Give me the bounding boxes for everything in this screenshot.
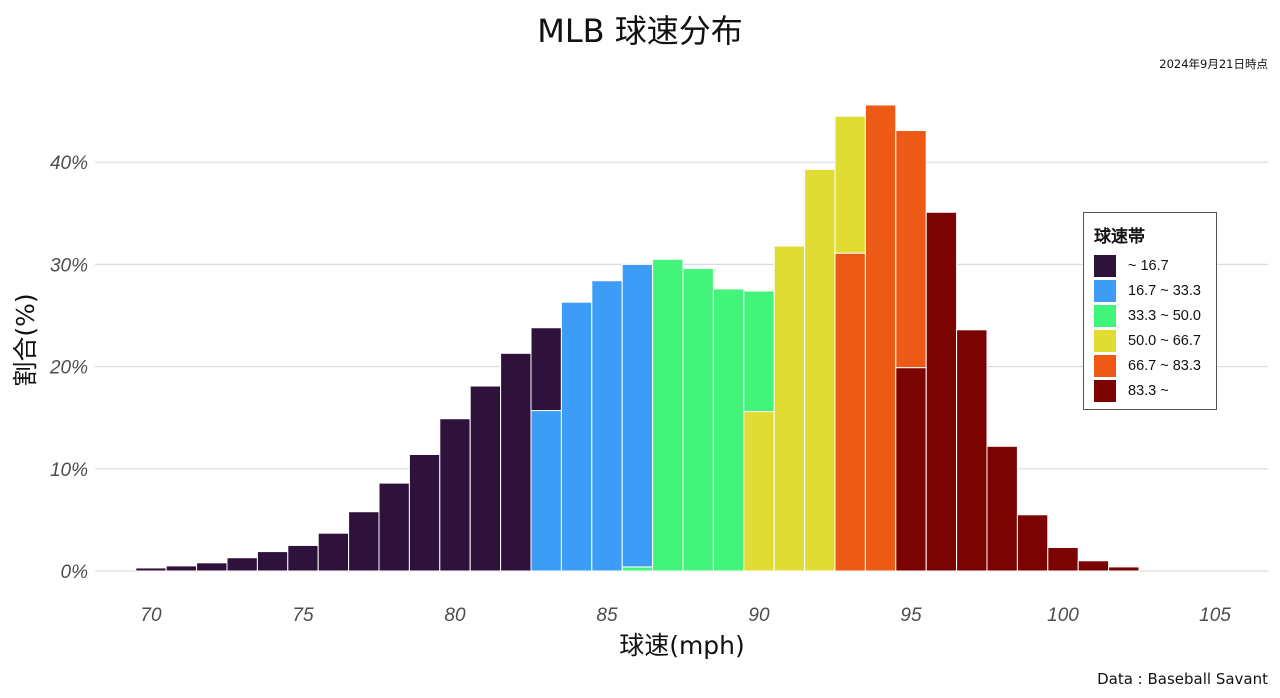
legend-label: 16.7 ~ 33.3 [1128,283,1201,299]
histogram-bar [956,329,988,572]
legend-label: 33.3 ~ 50.0 [1128,308,1201,324]
histogram-bar [1016,514,1049,572]
legend-swatch [1094,355,1116,377]
histogram-bar [469,385,502,572]
chart-title: MLB 球速分布 [537,12,743,50]
histogram-bar [287,544,319,572]
histogram-bar [135,567,167,572]
y-tick-labels: 0% 10% 20% 30% 40% [49,153,88,583]
histogram-bar [408,453,441,572]
legend-swatch [1094,255,1116,277]
as-of-date: 2024年9月21日時点 [1159,57,1268,71]
legend: 球速帯 ~ 16.7 16.7 ~ 33.3 33.3 ~ 50.0 50.0 … [1083,212,1217,410]
legend-label: 83.3 ~ [1128,383,1169,399]
legend-item: 16.7 ~ 33.3 [1094,280,1201,302]
legend-item: 83.3 ~ [1094,380,1169,402]
histogram-bar [500,352,532,572]
histogram-bar [864,104,897,572]
histogram-bar [804,168,836,572]
histogram-bar [773,245,806,572]
histogram-bar [1077,560,1110,572]
histogram-bar [591,280,623,572]
legend-item: 66.7 ~ 83.3 [1094,355,1201,377]
x-tick-label: 70 [140,605,162,626]
legend-item: 50.0 ~ 66.7 [1094,330,1201,352]
histogram-bar [439,418,471,572]
histogram-bar [834,252,866,572]
histogram-bar [378,482,410,572]
histogram-bar [895,130,927,369]
x-tick-label: 75 [292,605,314,626]
y-axis-title: 割合(%) [11,293,40,386]
histogram-bar [986,445,1018,572]
histogram-bar [1108,566,1140,572]
x-tick-label: 90 [748,605,770,626]
histogram-bar [925,211,958,572]
histogram-bar [895,367,927,572]
legend-swatch [1094,280,1116,302]
data-source: Data : Baseball Savant [1097,670,1268,688]
x-axis-title: 球速(mph) [619,631,745,660]
legend-label: 66.7 ~ 83.3 [1128,358,1201,374]
histogram-bar [560,301,593,572]
histogram-bar [743,290,775,413]
y-tick-label: 0% [61,562,89,583]
histogram-bar [226,557,258,572]
histogram-bar [743,411,775,572]
histogram-bar [256,551,289,572]
x-tick-label: 95 [900,605,922,626]
histogram-bar [621,566,654,572]
histogram-bar [165,565,198,572]
x-tick-label: 105 [1199,605,1231,626]
legend-title: 球速帯 [1094,227,1145,247]
y-tick-label: 20% [49,358,88,379]
legend-item: 33.3 ~ 50.0 [1094,305,1201,327]
histogram-bar [530,327,562,412]
legend-swatch [1094,330,1116,352]
histogram-bar [196,562,228,572]
histogram-bar [621,263,654,568]
histogram-bar [317,532,350,572]
legend-label: 50.0 ~ 66.7 [1128,333,1201,349]
legend-swatch [1094,305,1116,327]
x-tick-label: 100 [1047,605,1079,626]
y-tick-label: 30% [50,255,88,276]
histogram-bar [652,258,684,572]
histogram-bar [712,288,745,572]
bars [135,104,1140,572]
x-tick-label: 80 [444,605,466,626]
histogram-bar [530,410,562,572]
legend-item: ~ 16.7 [1094,255,1169,277]
y-tick-label: 40% [50,153,88,174]
histogram-bar [348,511,380,572]
histogram-bar [682,267,714,572]
x-tick-label: 85 [596,605,618,626]
legend-swatch [1094,380,1116,402]
x-tick-labels: 70 75 80 85 90 95 100 105 [140,605,1231,626]
y-tick-label: 10% [50,460,88,481]
histogram-bar [834,115,866,254]
legend-label: ~ 16.7 [1128,258,1169,274]
histogram-bar [1047,546,1079,572]
